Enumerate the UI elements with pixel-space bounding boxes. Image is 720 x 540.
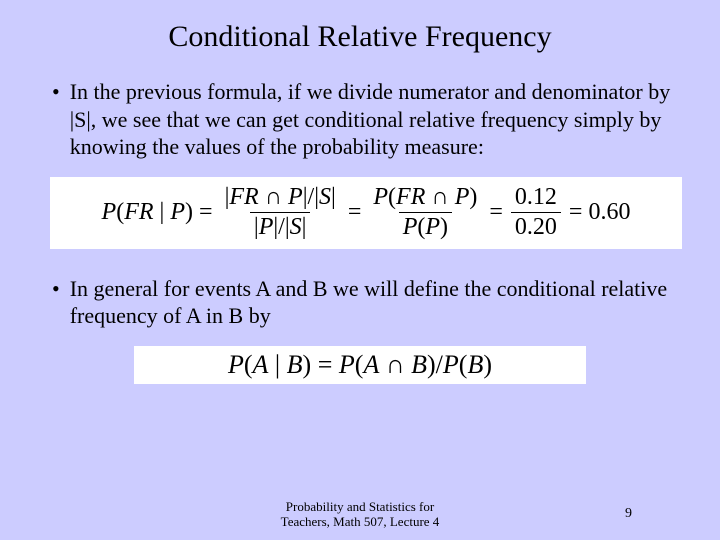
formula-conditional-frequency: P(FR | P) = |FR ∩ P|/|S| |P|/|S| = P(FR …	[50, 177, 682, 249]
slide-title: Conditional Relative Frequency	[40, 20, 680, 54]
bullet-item: • In the previous formula, if we divide …	[40, 78, 680, 161]
page-number: 9	[625, 506, 632, 522]
bullet-item: • In general for events A and B we will …	[40, 275, 680, 330]
footer-line: Probability and Statistics for	[286, 499, 434, 514]
footer-line: Teachers, Math 507, Lecture 4	[281, 514, 440, 529]
formula-result: 0.60	[588, 199, 630, 226]
bullet-marker: •	[52, 275, 60, 330]
slide-footer: Probability and Statistics for Teachers,…	[0, 499, 720, 530]
formula-definition: P(A | B) = P(A ∩ B)/P(B)	[134, 346, 586, 384]
formula-den-value: 0.20	[511, 212, 561, 241]
bullet-text: In general for events A and B we will de…	[70, 275, 680, 330]
bullet-text: In the previous formula, if we divide nu…	[70, 78, 680, 161]
formula-num-value: 0.12	[511, 184, 561, 212]
bullet-marker: •	[52, 78, 60, 161]
